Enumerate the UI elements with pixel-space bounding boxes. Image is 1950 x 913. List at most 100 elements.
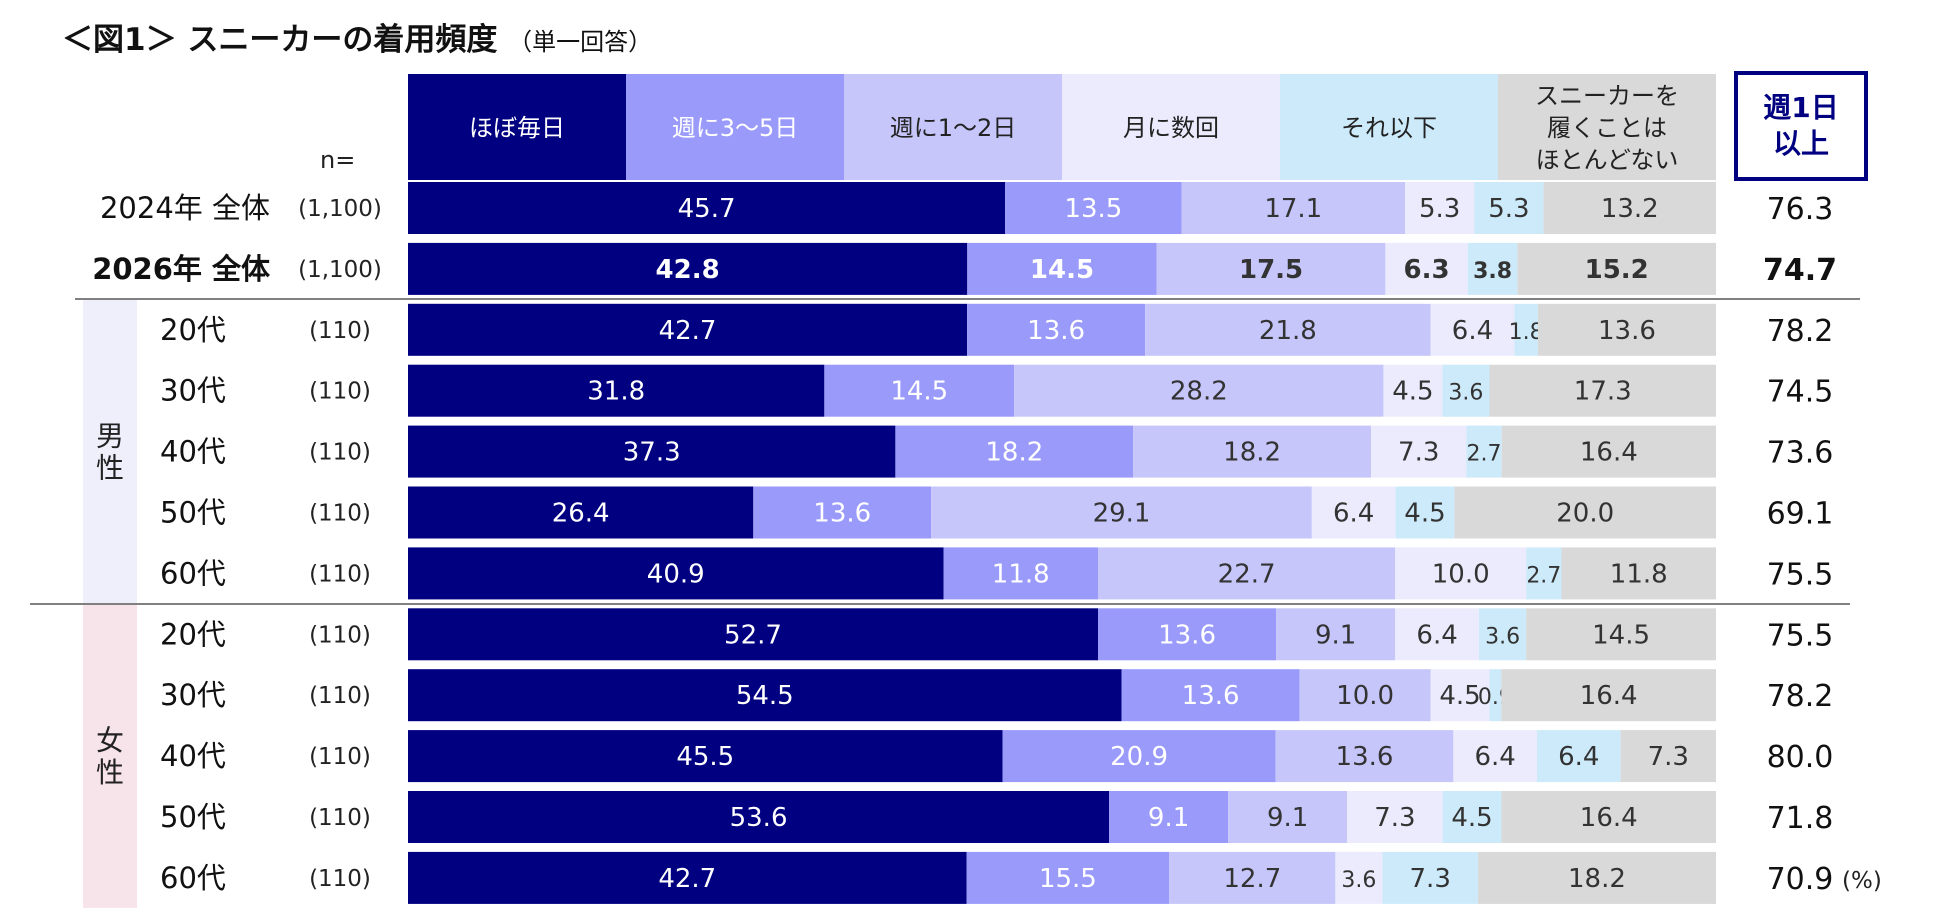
data-label: 4.5 xyxy=(1392,377,1433,407)
data-label: 54.5 xyxy=(736,681,794,711)
bar-segment xyxy=(931,486,1312,539)
data-label: 13.6 xyxy=(813,499,871,529)
legend-label: 週に1～2日 xyxy=(890,114,1017,142)
data-label: 9.1 xyxy=(1315,620,1356,650)
summary-value: 70.9 xyxy=(1767,862,1834,897)
bar-segment xyxy=(895,425,1134,478)
summary-value: 78.2 xyxy=(1767,314,1834,349)
data-label: 6.4 xyxy=(1416,620,1457,650)
row-label: 2026年 全体 xyxy=(92,252,271,286)
row-n: (110) xyxy=(309,805,371,831)
data-label: 11.8 xyxy=(992,559,1050,589)
data-label: 13.6 xyxy=(1158,620,1216,650)
bar-segment xyxy=(408,303,968,356)
data-label: 45.5 xyxy=(676,742,734,772)
data-label: 2.7 xyxy=(1467,442,1502,467)
row-n: (110) xyxy=(309,379,371,405)
data-label: 11.8 xyxy=(1610,559,1668,589)
bar-segment xyxy=(1526,547,1562,600)
legend-label: 週に3～5日 xyxy=(672,114,799,142)
chart-title-main: ＜図1＞ スニーカーの着用頻度 xyxy=(62,22,498,58)
legend-box-5 xyxy=(1498,74,1716,180)
bar-segment xyxy=(408,791,1110,843)
data-label: 12.7 xyxy=(1223,864,1281,894)
bar-segment xyxy=(1543,182,1716,234)
data-label: 4.5 xyxy=(1451,803,1492,833)
data-label: 3.6 xyxy=(1448,381,1483,406)
summary-value: 75.5 xyxy=(1767,618,1834,653)
bar-segment xyxy=(1467,242,1518,295)
data-label: 14.5 xyxy=(890,377,948,407)
summary-value: 75.5 xyxy=(1767,557,1834,592)
group-label: 性 xyxy=(96,756,124,789)
legend-label: 履くことは xyxy=(1547,114,1667,142)
bar-segment xyxy=(1133,425,1372,478)
legend-label: ほとんどない xyxy=(1536,146,1679,174)
bar-segment xyxy=(408,608,1099,661)
bar-segment xyxy=(408,486,754,539)
summary-header-box xyxy=(1734,71,1868,181)
bar-segment xyxy=(1385,242,1468,295)
row-n: (110) xyxy=(309,866,371,892)
data-label: 17.3 xyxy=(1574,377,1632,407)
data-label: 26.4 xyxy=(552,499,610,529)
row-n: (110) xyxy=(309,561,371,587)
data-label: 17.1 xyxy=(1264,194,1322,224)
data-label: 10.0 xyxy=(1432,559,1490,589)
bar-segment xyxy=(966,851,1170,904)
bar-segment xyxy=(1169,851,1336,904)
data-label: 15.5 xyxy=(1039,864,1097,894)
data-label: 6.4 xyxy=(1558,742,1599,772)
bar-segment xyxy=(824,364,1015,417)
data-label: 6.4 xyxy=(1474,742,1515,772)
bar-segment xyxy=(1442,791,1502,843)
row-n: (1,100) xyxy=(298,196,382,222)
data-label: 16.4 xyxy=(1580,438,1638,468)
row-n: (110) xyxy=(309,318,371,344)
bar-segment xyxy=(1489,364,1716,417)
chart-title: ＜図1＞ スニーカーの着用頻度 （単一回答） xyxy=(62,14,652,59)
bar-segment xyxy=(1474,182,1544,234)
bar-segment xyxy=(1477,851,1716,904)
bar-segment xyxy=(1098,608,1277,661)
group-label: 女 xyxy=(96,724,124,757)
data-label: 5.3 xyxy=(1419,194,1460,224)
row-label: 20代 xyxy=(160,617,226,651)
bar-segment xyxy=(1181,182,1406,234)
bar-segment xyxy=(408,730,1003,783)
data-label: 6.3 xyxy=(1404,255,1450,285)
data-label: 42.8 xyxy=(656,255,720,285)
data-label: 7.3 xyxy=(1648,742,1689,772)
data-label: 42.7 xyxy=(659,316,717,346)
group-band-1 xyxy=(83,299,137,604)
bar-segment xyxy=(1430,303,1515,356)
bar-segment xyxy=(1430,669,1490,722)
data-label: 52.7 xyxy=(724,620,782,650)
legend-box-3 xyxy=(1062,74,1280,180)
data-label: 29.1 xyxy=(1093,499,1151,529)
bar-segment xyxy=(1145,303,1431,356)
row-label: 60代 xyxy=(160,556,226,590)
unit-label: (%) xyxy=(1842,868,1882,894)
data-label: 20.0 xyxy=(1556,499,1614,529)
bar-segment xyxy=(1561,547,1716,600)
row-label: 40代 xyxy=(160,435,226,469)
row-label: 60代 xyxy=(160,861,226,895)
bar-segment xyxy=(1098,547,1396,600)
bar-segment xyxy=(1395,608,1480,661)
bar-segment xyxy=(408,364,825,417)
summary-value: 76.3 xyxy=(1767,192,1834,227)
bar-segment xyxy=(1228,791,1348,843)
bar-segment xyxy=(1405,182,1475,234)
data-label: 22.7 xyxy=(1218,559,1276,589)
bar-segment xyxy=(1453,730,1537,783)
data-label: 45.7 xyxy=(678,194,736,224)
bar-segment xyxy=(1005,182,1182,234)
bar-segment xyxy=(753,486,932,539)
data-label: 10.0 xyxy=(1336,681,1394,711)
row-n: (1,100) xyxy=(298,257,382,283)
bar-segment xyxy=(1156,242,1386,295)
chart-subtitle: （単一回答） xyxy=(508,28,653,56)
data-label: 7.3 xyxy=(1398,438,1439,468)
data-label: 17.5 xyxy=(1239,255,1303,285)
